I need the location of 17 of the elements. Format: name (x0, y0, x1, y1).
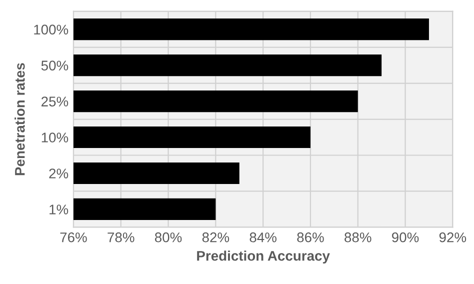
x-tick-label: 92% (439, 232, 466, 242)
x-tick-label: 82% (202, 232, 230, 242)
x-tick-label: 84% (250, 232, 276, 242)
y-tick-label: 50% (41, 60, 68, 70)
x-tick-label: 90% (392, 232, 419, 242)
x-axis-title: Prediction Accuracy (197, 250, 330, 264)
y-tick-label: 100% (34, 24, 68, 35)
y-tick-label: 10% (42, 132, 68, 142)
x-tick-label: 78% (108, 232, 134, 242)
x-tick-label: 86% (297, 232, 324, 242)
x-tick-label: 80% (154, 232, 182, 242)
x-tick-label: 76% (60, 232, 87, 242)
y-tick-label: 2% (49, 168, 68, 178)
y-axis-title: Penetration rates (14, 63, 25, 176)
y-tick-label: 1% (50, 204, 68, 214)
y-tick-label: 25% (42, 96, 68, 106)
x-tick-label: 88% (344, 232, 372, 242)
